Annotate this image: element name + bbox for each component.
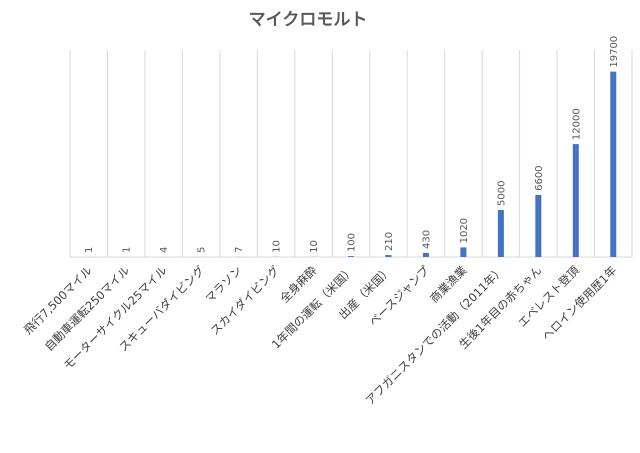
bar [423,253,429,257]
bar [498,210,504,257]
category-label: スカイダイビング [208,263,283,338]
chart-title: マイクロモルト [249,10,368,30]
bar [535,195,541,257]
data-label: 1 [122,247,133,253]
data-label: 12000 [571,108,582,140]
bar [460,247,466,257]
data-label: 19700 [609,36,620,68]
data-label: 1020 [459,218,470,243]
bar [385,255,391,257]
data-label: 430 [421,230,432,249]
category-label: アフガニスタンでの活動（2011年） [363,263,507,407]
bar [348,256,354,257]
bar [573,144,579,257]
data-label: 4 [159,247,170,253]
data-label: 7 [234,247,245,253]
data-label: 10 [272,240,283,253]
data-label: 10 [309,240,320,253]
grid-lines [70,50,632,257]
category-label: 飛行7,500マイル [21,263,95,337]
category-axis-labels: 飛行7,500マイル自動車運転250マイルモーターサイクル25マイルスキューバダ… [21,263,619,408]
bar-series [86,72,617,257]
data-label: 5000 [496,181,507,206]
data-label: 210 [384,232,395,251]
bar [610,72,616,257]
data-label: 1 [84,247,95,253]
data-label: 100 [347,233,358,252]
data-label: 5 [197,247,208,253]
data-label: 6600 [534,165,545,190]
